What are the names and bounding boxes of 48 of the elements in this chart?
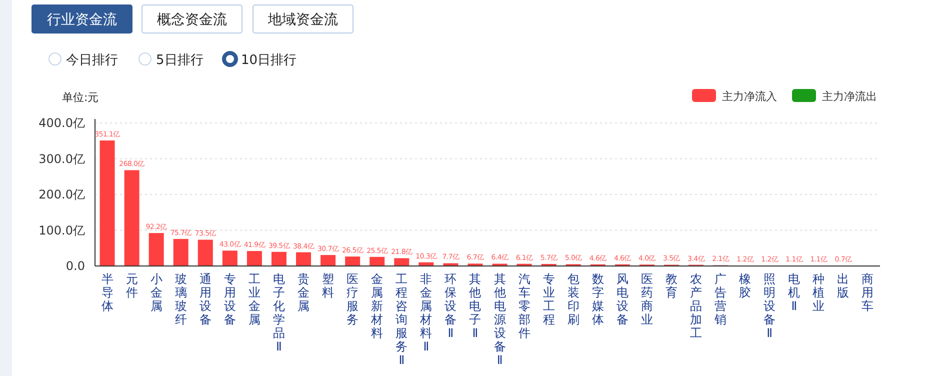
radio: 5日排行: [138, 52, 204, 68]
x-tick-label: 种植业: [812, 272, 825, 313]
y-tick-label: 100.0亿: [38, 223, 85, 238]
x-tick-label: 出版: [837, 272, 850, 300]
legend-label: 主力净流出: [822, 90, 877, 103]
legend-label: 主力净流入: [722, 90, 777, 103]
tab: 地域资金流: [252, 4, 354, 34]
x-tick-label: 电子化学品Ⅱ: [272, 272, 285, 354]
x-tick-label: 专用设备: [224, 272, 236, 326]
x-tick-label: 通用设备: [199, 272, 212, 326]
tab: 概念资金流: [142, 4, 242, 34]
x-tick-label: 贵金属: [298, 272, 310, 313]
x-tick-label: 元件: [126, 272, 138, 300]
x-tick-label: 塑料: [322, 272, 334, 300]
x-tick-label: 橡胶: [739, 272, 752, 300]
tab: 行业资金流: [32, 4, 132, 34]
y-tick-label: 400.0亿: [38, 116, 85, 130]
x-tick-label: 玻璃玻纤: [174, 272, 187, 326]
legend: 主力净流入: [692, 89, 777, 103]
x-tick-label: 教育: [665, 272, 678, 300]
legend: 主力净流出: [792, 89, 877, 103]
x-tick-label: 包装印刷: [567, 272, 580, 326]
x-tick-label: 金属新材料: [370, 272, 384, 340]
x-tick-label: 商用车: [862, 272, 874, 313]
x-tick-label: 其他电源设备Ⅱ: [494, 272, 506, 367]
y-tick-label: 200.0亿: [38, 188, 85, 202]
x-tick-label: 汽车零部件: [518, 272, 530, 340]
x-tick-label: 工程咨询服务Ⅱ: [396, 272, 408, 367]
x-tick-label: 广告营销: [714, 272, 727, 326]
x-tick-label: 电机Ⅱ: [788, 272, 800, 313]
x-tick-label: 工业金属: [248, 272, 260, 326]
y-tick-label: 300.0亿: [38, 152, 85, 166]
x-tick-label: 其他电子Ⅱ: [469, 272, 482, 340]
y-axis-title: 单位:元: [62, 91, 99, 104]
x-tick-label: 环保设备Ⅱ: [444, 272, 457, 340]
radio: 10日排行: [222, 51, 297, 68]
x-tick-label: 风电设备: [616, 272, 628, 326]
radio: 今日排行: [48, 52, 118, 68]
x-tick-label: 非金属材料Ⅱ: [419, 272, 432, 354]
x-tick-label: 医疗服务: [346, 272, 359, 326]
x-tick-label: 农产品加工: [690, 272, 702, 340]
x-tick-label: 数字媒体: [592, 272, 604, 326]
x-tick-label: 医药商业: [640, 272, 653, 326]
x-tick-label: 半导体: [101, 272, 114, 313]
x-tick-label: 照明设备Ⅱ: [764, 272, 776, 340]
x-tick-label: 小金属: [150, 272, 162, 313]
x-tick-label: 专业工程: [542, 272, 555, 326]
y-tick-label: 0.0: [66, 259, 85, 273]
